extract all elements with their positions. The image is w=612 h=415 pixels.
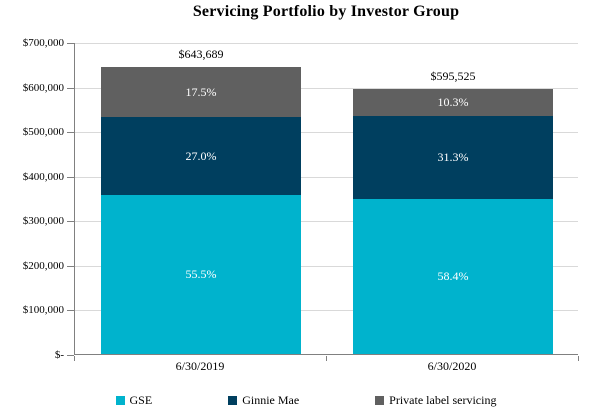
legend-item-ginnie-mae: Ginnie Mae — [228, 393, 299, 408]
gridline — [75, 43, 578, 44]
bar-6-30-2020-segment-gse: 58.4% — [353, 199, 553, 354]
segment-pct-label: 58.4% — [437, 269, 469, 283]
y-axis-label: $700,000 — [22, 37, 64, 49]
bar-6-30-2020-segment-ginnie-mae: 31.3% — [353, 115, 553, 199]
legend-swatch-private-label-servicing — [375, 395, 385, 405]
x-axis-label: 6/30/2019 — [175, 359, 225, 373]
gridline — [75, 87, 578, 89]
segment-pct-label: 27.0% — [185, 148, 217, 163]
y-axis-tick — [67, 310, 74, 312]
x-axis-tick — [74, 356, 75, 361]
y-axis-label: $200,000 — [22, 259, 64, 272]
bar-total-label: $643,689 — [178, 47, 224, 62]
segment-pct-label: 31.3% — [437, 149, 469, 164]
gridline — [75, 176, 578, 178]
legend-label: Ginnie Mae — [242, 392, 300, 407]
legend-swatch-gse — [115, 395, 125, 405]
gridline — [75, 221, 578, 223]
segment-pct-label: 55.5% — [185, 266, 217, 281]
y-axis-tick — [67, 132, 74, 134]
y-axis-tick — [67, 87, 74, 89]
y-axis-tick — [67, 43, 74, 44]
x-axis-tick — [578, 356, 579, 361]
y-axis-label: $500,000 — [22, 126, 64, 139]
x-axis-label: 6/30/2020 — [427, 359, 477, 373]
y-axis-label: $300,000 — [22, 215, 64, 228]
legend-item-gse: GSE — [115, 392, 153, 408]
y-axis-label: $600,000 — [22, 81, 64, 94]
segment-pct-label: 17.5% — [185, 84, 217, 99]
y-axis-tick — [67, 355, 74, 356]
x-axis-tick — [326, 356, 327, 361]
segment-pct-label: 10.3% — [437, 94, 469, 109]
bar-total-label: $595,525 — [430, 68, 476, 83]
legend-item-private-label-servicing: Private label servicing — [375, 393, 496, 408]
gridline — [75, 132, 578, 134]
legend-swatch-ginnie-mae — [228, 395, 238, 405]
bar-6-30-2019-segment-private-label-servicing: 17.5% — [101, 67, 301, 118]
legend-label: GSE — [129, 392, 153, 407]
y-axis-label: $100,000 — [22, 304, 64, 317]
y-axis-tick — [67, 265, 74, 267]
y-axis-label: $- — [54, 349, 64, 361]
legend-label: Private label servicing — [389, 392, 497, 407]
gridline — [75, 265, 578, 267]
bar-6-30-2019-segment-ginnie-mae: 27.0% — [101, 117, 301, 195]
plot-area: 55.5% 27.0% 17.5% $643,689 58.4% 31.3% 10.3% $5… — [74, 43, 578, 355]
y-axis-tick — [67, 221, 74, 223]
bar-6-30-2020-segment-private-label-servicing: 10.3% — [353, 88, 553, 116]
bar-6-30-2019-segment-gse: 55.5% — [101, 194, 301, 354]
y-axis-label: $400,000 — [22, 170, 64, 183]
y-axis-tick — [67, 176, 74, 178]
legend: GSE Ginnie Mae Private label servicing — [0, 391, 612, 409]
chart-title: Servicing Portfolio by Investor Group — [192, 3, 460, 20]
gridline — [75, 310, 578, 312]
